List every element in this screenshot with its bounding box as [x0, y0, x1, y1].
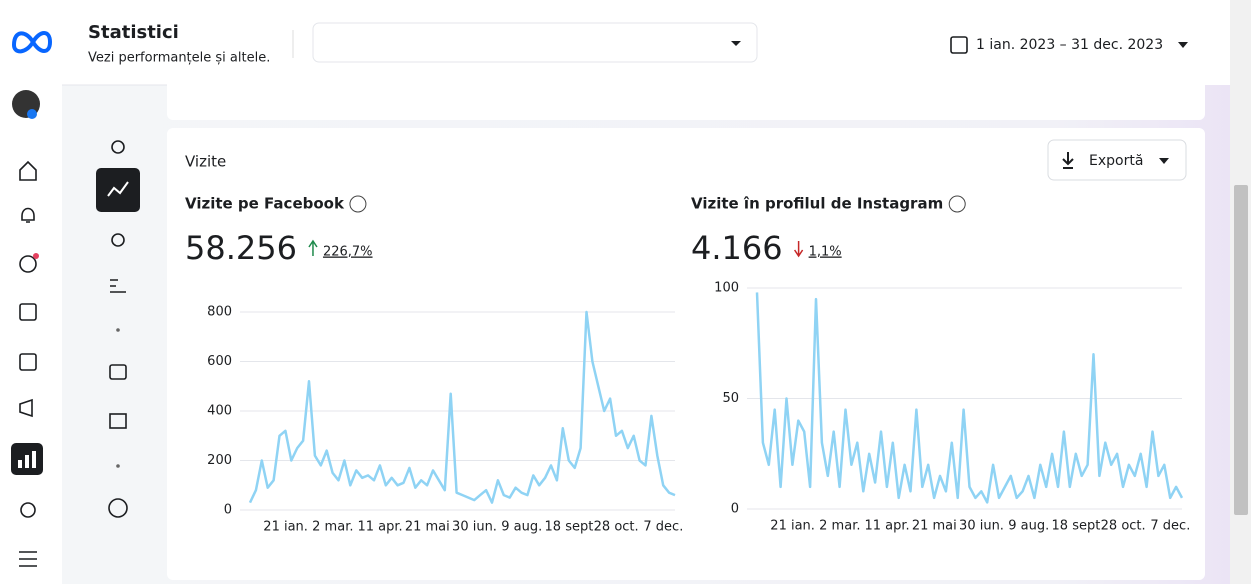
scroll-thumb[interactable] — [1234, 185, 1248, 515]
x-tick-label: 7 dec. — [1150, 519, 1190, 534]
change-value: 1,1% — [809, 245, 842, 260]
account-select[interactable] — [313, 23, 757, 62]
y-tick-label: 800 — [207, 305, 232, 320]
x-tick-label: 18 sept — [545, 520, 594, 535]
page: Statistici Vezi performanțele și altele.… — [0, 0, 1251, 584]
card-top — [167, 75, 1205, 120]
chart-title: Vizite în profilul de Instagram — [691, 195, 943, 213]
x-tick-label: 2 mar. — [819, 519, 860, 534]
avatar-badge — [27, 109, 37, 119]
change-value: 226,7% — [323, 245, 373, 260]
dot — [116, 464, 120, 468]
screen: Statistici Vezi performanțele și altele.… — [0, 0, 1251, 584]
x-tick-label: 21 mai — [405, 520, 450, 535]
y-tick-label: 200 — [207, 453, 232, 468]
y-tick-label: 100 — [714, 281, 739, 296]
y-tick-label: 0 — [224, 503, 232, 518]
x-tick-label: 21 mai — [912, 519, 957, 534]
x-tick-label: 11 apr. — [357, 520, 402, 535]
total-value: 58.256 — [185, 229, 297, 267]
x-tick-label: 28 oct. — [1101, 519, 1146, 534]
bar-icon — [25, 455, 29, 468]
export-label: Exportă — [1089, 153, 1143, 169]
x-tick-label: 11 apr. — [864, 519, 909, 534]
page-title: Statistici — [88, 22, 179, 43]
y-tick-label: 0 — [731, 502, 739, 517]
bar-icon — [32, 451, 36, 468]
page-subtitle: Vezi performanțele și altele. — [88, 51, 270, 66]
total-value: 4.166 — [691, 229, 783, 267]
chart-title: Vizite pe Facebook — [185, 195, 345, 213]
y-tick-label: 600 — [207, 354, 232, 369]
dot — [116, 328, 120, 332]
x-tick-label: 21 ian. — [263, 520, 308, 535]
y-tick-label: 50 — [722, 391, 739, 406]
x-tick-label: 21 ian. — [770, 519, 815, 534]
x-tick-label: 2 mar. — [312, 520, 353, 535]
x-tick-label: 30 iun. — [452, 520, 497, 535]
x-tick-label: 9 aug. — [501, 520, 542, 535]
x-tick-label: 9 aug. — [1008, 519, 1049, 534]
panel-title: Vizite — [185, 153, 226, 171]
x-tick-label: 18 sept — [1052, 519, 1101, 534]
x-tick-label: 28 oct. — [594, 520, 639, 535]
bar-icon — [18, 460, 22, 468]
x-tick-label: 30 iun. — [959, 519, 1004, 534]
y-tick-label: 400 — [207, 404, 232, 419]
results-active[interactable] — [96, 168, 140, 212]
badge — [33, 253, 39, 259]
x-tick-label: 7 dec. — [643, 520, 683, 535]
date-range[interactable]: 1 ian. 2023 – 31 dec. 2023 — [976, 37, 1163, 53]
